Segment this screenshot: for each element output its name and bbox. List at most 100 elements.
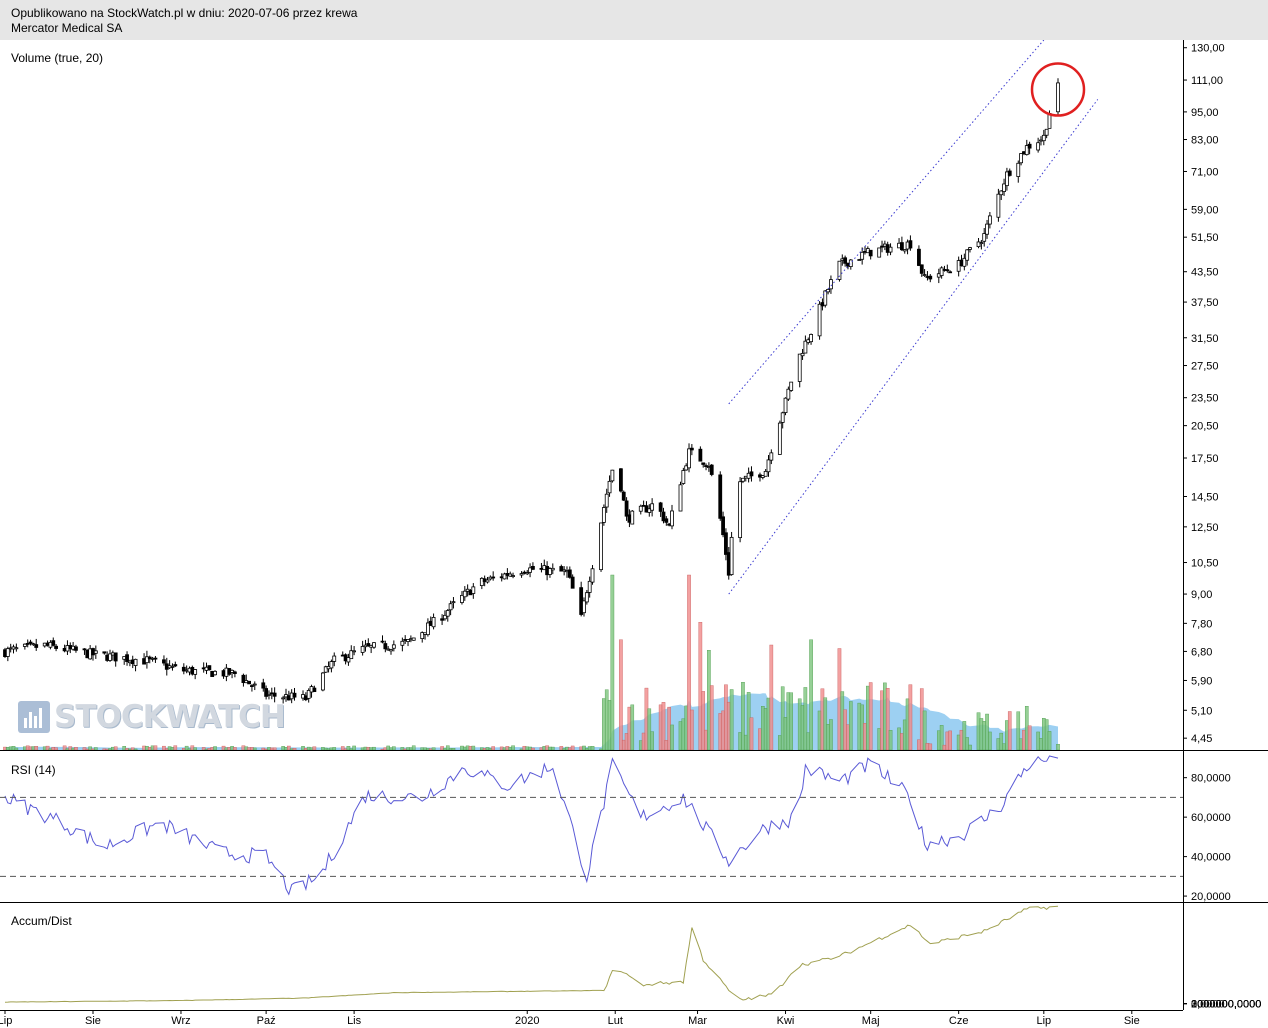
candle-body [584,592,589,603]
candle-body [22,643,27,647]
candle-body [508,573,513,577]
candle-body [979,242,984,245]
candle-body [420,632,425,640]
candle-body [5,648,10,657]
candle-body [689,447,694,451]
candle-body [658,502,663,512]
volume-bar [570,745,575,751]
candle-body [460,594,464,603]
volume-bar [590,746,595,751]
candle-body [153,657,158,660]
volume-bar [1007,711,1012,751]
volume-bar [233,747,237,751]
volume-bar [173,745,178,751]
candle-body [800,352,805,357]
candle-body [664,518,669,523]
candle-body [400,640,405,646]
rsi-line [4,755,1059,896]
candle-body [650,503,655,511]
candle-body [1027,143,1032,149]
candle-body [766,459,771,473]
candle-body [1016,162,1021,177]
volume-bar [888,730,893,751]
candle-body [426,622,430,636]
candle-body [803,340,808,354]
candle-body [1005,171,1009,187]
candle-body [945,269,950,272]
candle-body [502,573,507,580]
candle-body [607,480,612,494]
candle-body [250,685,254,687]
price-tick-label: 17,50 [1191,453,1219,465]
candle-body [346,657,351,663]
volume-bar [868,682,873,751]
candle-body [899,242,904,251]
candle-body [54,645,58,649]
candle-body [1002,183,1006,192]
price-tick-label: 31,50 [1191,333,1219,345]
candle-body [366,643,371,647]
candle-body [125,654,129,662]
time-tick-label: Mar [688,1015,707,1027]
candle-body [590,568,595,583]
candle-body [281,697,286,700]
price-tick-label: 43,50 [1191,267,1219,279]
publication-header: Opublikowano na StockWatch.pl w dniu: 20… [0,0,1268,40]
candle-body [661,511,666,522]
price-tick-label: 95,00 [1191,107,1219,119]
candle-body [570,576,575,589]
candle-body [968,247,972,250]
stockwatch-watermark: STOCKWATCH [18,697,286,737]
candle-body [443,614,447,620]
volume-bar [471,745,476,751]
candle-body [817,303,822,337]
candle-body [349,650,354,660]
candle-body [780,412,785,423]
candle-body [976,241,981,248]
time-tick-label: Lip [1036,1015,1051,1027]
rsi-panel-label: RSI (14) [11,763,56,777]
price-tick-label: 130,00 [1191,43,1225,55]
candle-body [919,264,924,274]
price-tick-label: 27,50 [1191,361,1219,373]
candle-body [763,470,768,477]
candle-body [559,566,564,572]
candle-body [647,508,652,513]
candle-body [451,601,456,604]
volume-bar [1027,725,1032,751]
candle-body [809,334,813,343]
candle-body [267,694,271,696]
volume-bar [431,747,436,751]
volume-bar [749,717,754,751]
volume-bar [252,747,257,751]
candle-body [431,617,436,628]
candle-body [996,193,1001,218]
candle-body [352,650,357,653]
candle-body [1044,128,1049,136]
candle-body [829,279,833,290]
candle-body [264,688,269,697]
volume-bar [650,731,654,751]
candle-body [701,462,706,465]
candle-body [789,381,794,391]
candle-body [102,651,107,654]
axes-layer: 130,00 111,00 95,00 83,00 71,00 59,00 51,50 43,… [0,40,1268,1027]
candle-body [306,690,311,699]
candle-body [601,507,606,523]
candle-body [448,603,453,611]
price-layer [3,40,1099,704]
price-tick-label: 5,10 [1191,705,1212,717]
volume-bar [928,743,933,751]
volume-bar [511,745,515,751]
candle-body [868,249,873,257]
candle-body [380,640,385,643]
candle-body [531,565,535,570]
time-tick-label: Paź [257,1015,276,1027]
volume-bar [153,745,158,751]
volume-bar [729,689,734,751]
trend-channel-line [728,99,1099,595]
candle-body [1036,142,1041,151]
candle-body [888,246,893,253]
time-tick-label: Lip [0,1015,12,1027]
candle-body [837,260,842,280]
